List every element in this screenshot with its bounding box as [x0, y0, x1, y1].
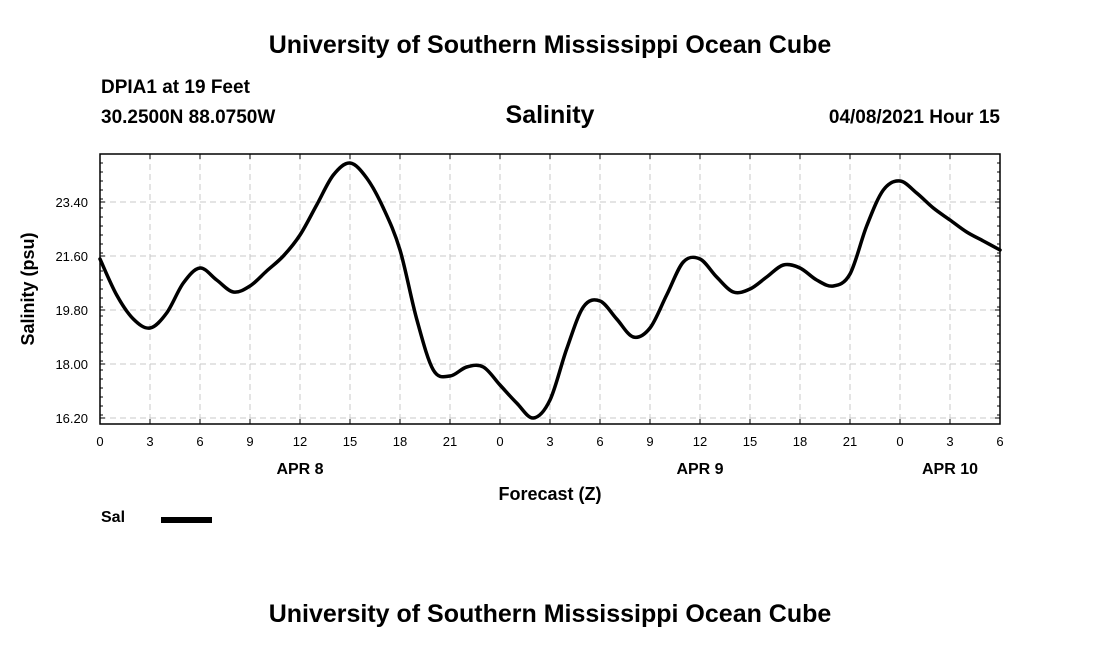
- date-label: APR 8: [276, 461, 323, 478]
- x-tick-label: 9: [246, 434, 253, 449]
- x-tick-label: 6: [996, 434, 1003, 449]
- x-tick-label: 0: [496, 434, 503, 449]
- legend-label: Sal: [101, 509, 126, 526]
- page-title-top: University of Southern Mississippi Ocean…: [268, 31, 832, 59]
- y-tick-label: 16.20: [55, 411, 88, 426]
- x-tick-label: 12: [693, 434, 707, 449]
- y-axis-title: Salinity (psu): [18, 232, 38, 345]
- x-tick-label: 15: [743, 434, 757, 449]
- x-tick-label: 18: [793, 434, 807, 449]
- y-tick-label: 21.60: [55, 249, 88, 264]
- x-tick-label: 15: [343, 434, 357, 449]
- legend-swatch: [161, 517, 212, 523]
- chart-title: Salinity: [505, 101, 595, 129]
- plot-frame: [99, 153, 1001, 425]
- x-tick-label: 0: [96, 434, 103, 449]
- grid-lines: [100, 154, 1000, 424]
- series-layer: [98, 161, 1002, 420]
- date-label: APR 10: [922, 461, 978, 478]
- date-label: APR 9: [676, 461, 723, 478]
- x-tick-label: 12: [293, 434, 307, 449]
- x-tick-label: 3: [946, 434, 953, 449]
- x-tick-label: 21: [843, 434, 857, 449]
- station-coordinates: 30.2500N 88.0750W: [101, 107, 276, 128]
- forecast-timestamp: 04/08/2021 Hour 15: [828, 107, 1000, 128]
- station-label: DPIA1 at 19 Feet: [101, 77, 250, 98]
- x-axis-title: Forecast (Z): [498, 484, 601, 504]
- x-tick-label: 9: [646, 434, 653, 449]
- x-tick-label: 0: [896, 434, 903, 449]
- x-tick-label: 3: [146, 434, 153, 449]
- axis-labels: 0 3 6 9 12 15 18 21 0 3 6 9 12 15 18 21 0 3 6 16.20 18.00 19.…: [55, 195, 1003, 478]
- salinity-series-line: [98, 161, 1002, 420]
- x-tick-label: 3: [546, 434, 553, 449]
- x-tick-label: 21: [443, 434, 457, 449]
- y-tick-label: 23.40: [55, 195, 88, 210]
- y-tick-label: 19.80: [55, 303, 88, 318]
- x-tick-label: 6: [596, 434, 603, 449]
- y-tick-label: 18.00: [55, 357, 88, 372]
- x-tick-label: 18: [393, 434, 407, 449]
- page-title-bottom: University of Southern Mississippi Ocean…: [268, 600, 832, 628]
- x-tick-label: 6: [196, 434, 203, 449]
